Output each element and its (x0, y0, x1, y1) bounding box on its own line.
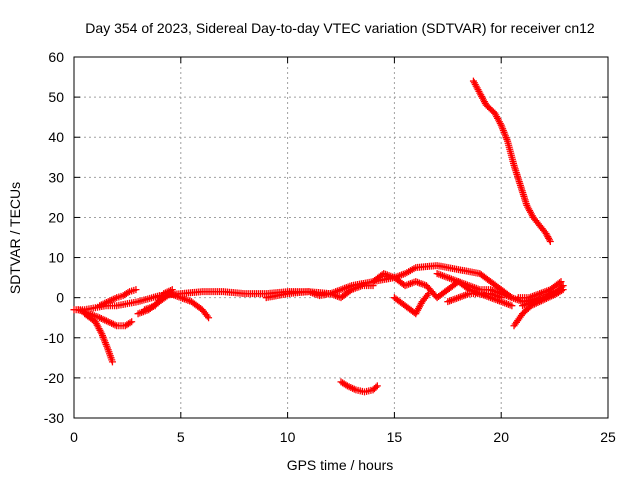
chart-title: Day 354 of 2023, Sidereal Day-to-day VTE… (85, 20, 595, 36)
series-track-13 (469, 77, 554, 246)
series-track-15 (519, 282, 567, 310)
x-tick-label: 0 (70, 429, 78, 445)
y-tick-label: 50 (48, 89, 64, 105)
data-point (545, 236, 553, 244)
grid-lines (74, 57, 608, 418)
data-point (126, 319, 134, 327)
series-track-10 (390, 290, 433, 318)
data-point (373, 382, 381, 390)
x-tick-label: 10 (280, 429, 296, 445)
data-point (508, 302, 516, 310)
data-points (70, 77, 567, 396)
x-tick-label: 15 (387, 429, 403, 445)
y-axis-label: SDTVAR / TECUs (7, 182, 23, 294)
data-point (559, 282, 567, 290)
y-tick-label: -10 (44, 330, 64, 346)
data-point (128, 318, 136, 326)
series-track-3 (74, 306, 136, 330)
data-point (508, 294, 516, 302)
data-point (205, 314, 213, 322)
series-track-7 (262, 282, 377, 302)
x-tick-label: 25 (600, 429, 616, 445)
data-point (558, 283, 566, 291)
y-tick-label: 30 (48, 169, 64, 185)
data-point (132, 286, 140, 294)
x-tick-label: 5 (177, 429, 185, 445)
axis-ticks: 0 5 10 15 20 25 -30 -20 -10 0 10 20 30 40 50 60 (44, 49, 616, 445)
data-point (203, 312, 211, 320)
y-tick-label: -30 (44, 410, 64, 426)
series-track-16 (514, 278, 565, 302)
y-tick-label: 0 (56, 290, 64, 306)
series-track-2 (81, 310, 116, 366)
series-track-4 (96, 286, 140, 310)
y-tick-label: 10 (48, 250, 64, 266)
data-point (372, 383, 380, 391)
y-tick-label: 40 (48, 129, 64, 145)
x-axis-label: GPS time / hours (287, 457, 394, 473)
data-point (555, 279, 563, 287)
data-point (423, 291, 431, 299)
x-tick-label: 20 (493, 429, 509, 445)
series-track-12 (444, 290, 516, 310)
series-track-8 (337, 378, 381, 396)
data-point (168, 286, 176, 294)
data-point (108, 358, 116, 366)
data-point (546, 238, 554, 246)
data-point (425, 290, 433, 298)
y-tick-label: 60 (48, 49, 64, 65)
y-tick-label: 20 (48, 209, 64, 225)
y-tick-label: -20 (44, 370, 64, 386)
series-track-6 (140, 286, 176, 314)
plot-frame (73, 56, 609, 419)
data-point (124, 289, 132, 297)
data-point (557, 278, 565, 286)
